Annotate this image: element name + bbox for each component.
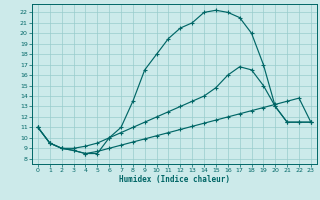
X-axis label: Humidex (Indice chaleur): Humidex (Indice chaleur) [119,175,230,184]
